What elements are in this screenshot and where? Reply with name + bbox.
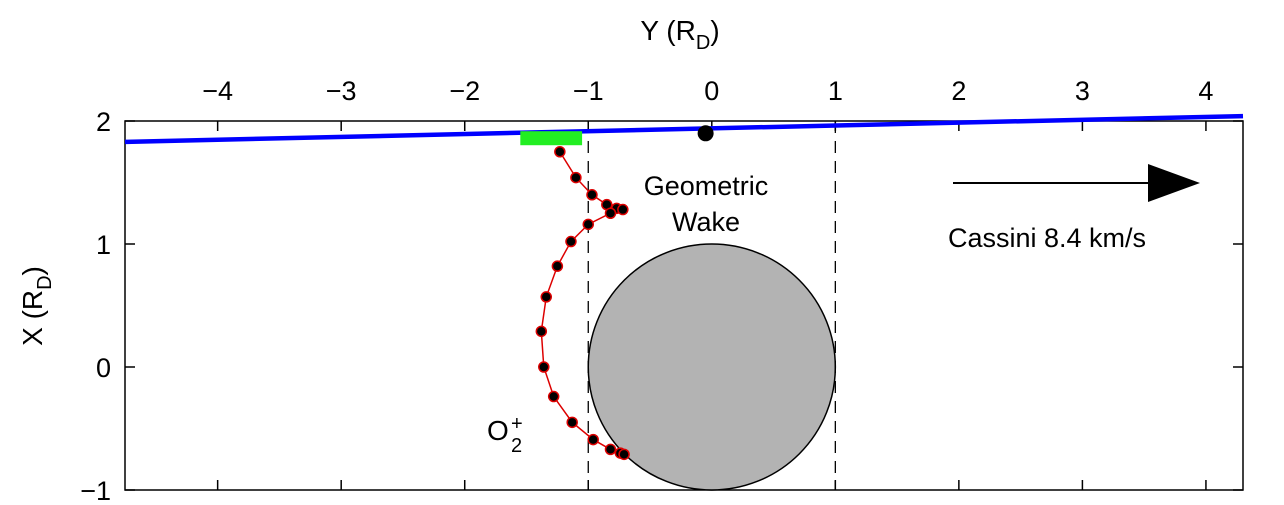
closest-approach-marker [697,125,714,142]
series-point [570,171,582,184]
x-axis-title: Y (RD) [640,15,719,54]
series-point [604,443,617,456]
x-axis-title-close: ) [710,15,719,46]
series-point [540,291,553,303]
y-axis-title-subscript: D [34,275,56,289]
series-point [535,325,548,338]
geometric-wake-label-line2: Wake [672,207,740,237]
series-label-subscript: 2 [511,435,522,457]
velocity-label: Cassini 8.4 km/s [948,223,1146,253]
plot-content [124,113,1244,491]
series-point [566,416,578,429]
series-point [547,390,560,403]
series-point [587,433,599,446]
series-point [618,448,630,461]
x-tick-label: −4 [202,76,233,106]
series-point [565,235,577,248]
x-tick-label: 3 [1075,76,1090,106]
x-tick-label: 4 [1198,76,1213,106]
series-label: O +2 [487,413,523,457]
x-tick-label: −3 [326,76,357,106]
series-point [582,218,595,231]
highlight-segment [520,131,583,146]
y-tick-label: −1 [80,476,111,505]
x-tick-label: −2 [449,76,480,106]
x-tick-label: 0 [704,76,719,106]
x-axis-title-subscript: D [696,32,710,54]
x-tick-label: −1 [573,76,604,106]
geometric-wake-label-line1: Geometric [644,171,769,201]
y-axis-title: X (RD) [17,266,56,346]
spacecraft-trajectory [124,113,1244,145]
y-tick-label: 2 [96,107,111,137]
series-point [554,146,566,158]
x-tick-label: 2 [951,76,966,106]
series-point [538,361,550,373]
series-point [551,260,564,272]
series-label-superscript: + [511,413,523,435]
x-tick-label: 1 [828,76,843,106]
plot-frame [124,120,1244,491]
series-point [586,189,598,201]
y-tick-label: 0 [96,353,111,383]
y-tick-label: 1 [96,230,111,260]
y-axis-title-close: ) [17,266,48,275]
series-point [604,207,617,219]
series-point [617,203,629,216]
velocity-arrow-head [1148,164,1200,202]
